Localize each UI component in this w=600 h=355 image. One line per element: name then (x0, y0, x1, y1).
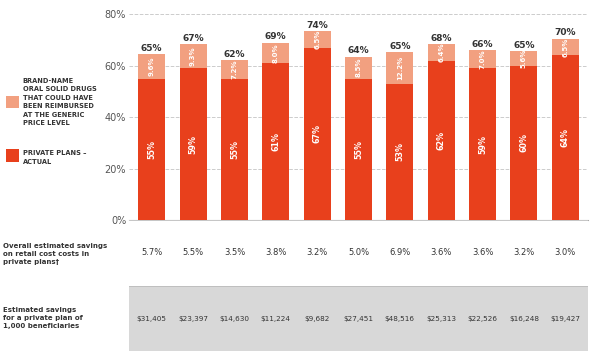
Text: 55%: 55% (354, 140, 363, 159)
Text: PRIVATE PLANS –
ACTUAL: PRIVATE PLANS – ACTUAL (23, 151, 86, 165)
Text: 6.9%: 6.9% (389, 248, 410, 257)
Bar (428, 60, 455, 220)
Text: 55%: 55% (230, 140, 239, 159)
Text: 9.3%: 9.3% (190, 47, 196, 66)
Text: $19,427: $19,427 (550, 316, 580, 322)
Text: 3.8%: 3.8% (265, 248, 286, 257)
Bar (139, 54, 165, 78)
Bar (129, 220, 588, 286)
Text: 5.7%: 5.7% (141, 248, 163, 257)
Text: 70%: 70% (554, 28, 576, 37)
Bar (511, 66, 538, 220)
Bar (179, 68, 206, 220)
Text: 59%: 59% (188, 135, 197, 154)
Text: 6.5%: 6.5% (314, 29, 320, 49)
Text: 69%: 69% (265, 32, 287, 41)
Bar (386, 52, 413, 84)
Text: $14,630: $14,630 (220, 316, 250, 322)
Text: 65%: 65% (141, 44, 163, 53)
Text: 3.0%: 3.0% (554, 248, 576, 257)
Bar (221, 78, 248, 220)
Bar (428, 44, 455, 60)
Bar (129, 286, 588, 351)
Text: Overall estimated savings
on retail cost costs in
private plans†: Overall estimated savings on retail cost… (3, 243, 107, 265)
Text: $16,248: $16,248 (509, 316, 539, 322)
Text: 7.2%: 7.2% (232, 60, 238, 79)
Text: 67%: 67% (313, 124, 322, 143)
Bar (552, 55, 578, 220)
Text: 9.6%: 9.6% (149, 56, 155, 76)
Bar (304, 31, 331, 48)
Text: 62%: 62% (437, 131, 446, 150)
Bar (552, 39, 578, 55)
Text: 6.5%: 6.5% (562, 37, 568, 57)
Text: 5.6%: 5.6% (521, 49, 527, 68)
Text: 3.2%: 3.2% (513, 248, 535, 257)
Text: 64%: 64% (347, 47, 370, 55)
Text: 12.2%: 12.2% (397, 56, 403, 80)
Text: $9,682: $9,682 (304, 316, 330, 322)
Text: 6.4%: 6.4% (438, 43, 444, 62)
Text: 3.5%: 3.5% (224, 248, 245, 257)
Text: 64%: 64% (561, 128, 570, 147)
Text: BRAND-NAME
ORAL SOLID DRUGS
THAT COULD HAVE
BEEN REIMBURSED
AT THE GENERIC
PRICE: BRAND-NAME ORAL SOLID DRUGS THAT COULD H… (23, 78, 97, 126)
Text: $22,526: $22,526 (467, 316, 497, 322)
Text: $25,313: $25,313 (426, 316, 456, 322)
Text: $23,397: $23,397 (178, 316, 208, 322)
Text: 59%: 59% (478, 135, 487, 154)
Text: 55%: 55% (147, 140, 156, 159)
Text: 3.6%: 3.6% (472, 248, 493, 257)
Text: 61%: 61% (271, 132, 280, 151)
Text: 67%: 67% (182, 34, 204, 43)
Bar (511, 51, 538, 66)
Bar (262, 43, 289, 63)
Text: $31,405: $31,405 (137, 316, 167, 322)
Text: 68%: 68% (430, 34, 452, 43)
Text: 8.0%: 8.0% (273, 43, 279, 62)
Bar (386, 84, 413, 220)
Text: $48,516: $48,516 (385, 316, 415, 322)
Text: $27,451: $27,451 (343, 316, 373, 322)
Bar (179, 44, 206, 68)
Bar (469, 68, 496, 220)
Bar (262, 63, 289, 220)
Text: 66%: 66% (472, 40, 493, 49)
Bar (304, 48, 331, 220)
Text: 5.0%: 5.0% (348, 248, 369, 257)
Text: $11,224: $11,224 (261, 316, 291, 322)
Text: 65%: 65% (513, 41, 535, 50)
Text: 62%: 62% (224, 50, 245, 59)
Bar (469, 50, 496, 68)
Text: 65%: 65% (389, 42, 410, 51)
Text: 3.2%: 3.2% (307, 248, 328, 257)
Text: 60%: 60% (520, 133, 529, 152)
Text: Estimated savings
for a private plan of
1,000 beneficiaries: Estimated savings for a private plan of … (3, 307, 83, 329)
Text: 3.6%: 3.6% (431, 248, 452, 257)
Text: 74%: 74% (306, 21, 328, 29)
Bar (139, 78, 165, 220)
Bar (345, 57, 372, 78)
Text: 5.5%: 5.5% (182, 248, 203, 257)
Text: 7.0%: 7.0% (479, 49, 485, 69)
Text: 8.5%: 8.5% (355, 58, 361, 77)
Bar (345, 78, 372, 220)
Bar (221, 60, 248, 78)
Text: 53%: 53% (395, 142, 404, 162)
